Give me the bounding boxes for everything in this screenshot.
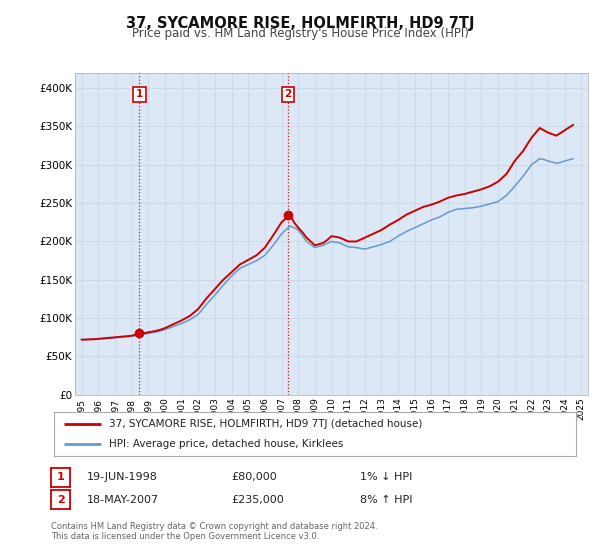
Text: £80,000: £80,000 <box>231 472 277 482</box>
Text: 1% ↓ HPI: 1% ↓ HPI <box>360 472 412 482</box>
Text: 8% ↑ HPI: 8% ↑ HPI <box>360 494 413 505</box>
Text: 2: 2 <box>284 89 292 99</box>
Text: 37, SYCAMORE RISE, HOLMFIRTH, HD9 7TJ (detached house): 37, SYCAMORE RISE, HOLMFIRTH, HD9 7TJ (d… <box>109 419 422 429</box>
Text: HPI: Average price, detached house, Kirklees: HPI: Average price, detached house, Kirk… <box>109 439 343 449</box>
Text: 1: 1 <box>136 89 143 99</box>
Text: £235,000: £235,000 <box>231 494 284 505</box>
Text: 19-JUN-1998: 19-JUN-1998 <box>87 472 158 482</box>
Text: 1: 1 <box>57 472 64 482</box>
Text: 18-MAY-2007: 18-MAY-2007 <box>87 494 159 505</box>
Text: 37, SYCAMORE RISE, HOLMFIRTH, HD9 7TJ: 37, SYCAMORE RISE, HOLMFIRTH, HD9 7TJ <box>126 16 474 31</box>
Text: Contains HM Land Registry data © Crown copyright and database right 2024.: Contains HM Land Registry data © Crown c… <box>51 522 377 531</box>
Text: Price paid vs. HM Land Registry's House Price Index (HPI): Price paid vs. HM Land Registry's House … <box>131 27 469 40</box>
Text: This data is licensed under the Open Government Licence v3.0.: This data is licensed under the Open Gov… <box>51 532 319 541</box>
Text: 2: 2 <box>57 494 64 505</box>
